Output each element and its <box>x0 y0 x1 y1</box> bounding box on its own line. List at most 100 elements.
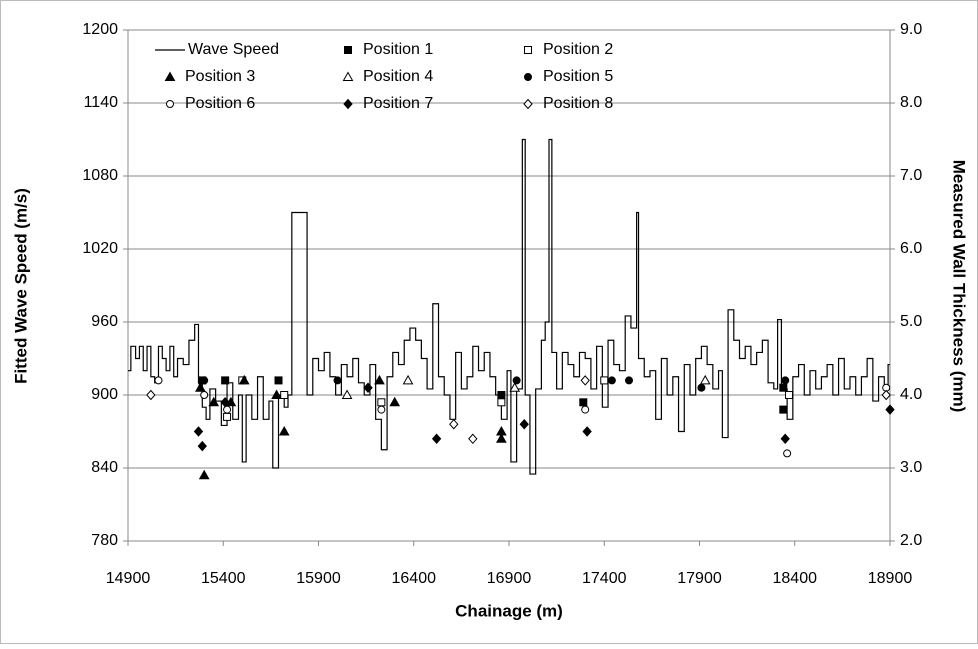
legend-label: Position 4 <box>363 68 433 85</box>
x-tick-label: 18900 <box>868 570 913 587</box>
data-point <box>785 391 794 399</box>
data-point <box>497 391 506 399</box>
data-point <box>431 433 442 445</box>
y2-axis-label: Measured Wall Thickness (mm) <box>950 160 969 413</box>
x-tick-label: 14900 <box>106 570 151 587</box>
legend-label: Wave Speed <box>188 41 279 58</box>
x-tick-label: 15900 <box>296 570 341 587</box>
legend-swatch <box>164 71 176 81</box>
data-point <box>581 405 590 414</box>
data-point <box>496 425 507 436</box>
data-point <box>496 433 507 443</box>
data-point <box>278 425 290 436</box>
data-point <box>195 382 206 392</box>
data-point <box>377 405 386 414</box>
data-point <box>783 449 792 458</box>
y2-tick-label: 5.0 <box>900 313 922 330</box>
data-point <box>519 418 529 430</box>
data-point <box>580 375 590 386</box>
legend-swatch <box>344 46 352 54</box>
data-point <box>449 418 459 430</box>
y2-tick-label: 8.0 <box>900 94 922 111</box>
data-point <box>200 376 209 385</box>
data-point <box>607 376 616 385</box>
data-point <box>280 391 289 399</box>
data-point <box>600 376 609 385</box>
data-point <box>582 426 592 437</box>
legend-swatch <box>166 100 174 108</box>
data-point <box>274 376 283 385</box>
data-point <box>220 397 230 408</box>
legend-label: Position 8 <box>543 95 613 112</box>
data-point <box>497 398 506 407</box>
y2-tick-label: 2.0 <box>900 532 922 549</box>
legend-label: Position 2 <box>543 41 613 58</box>
y-tick-label: 1140 <box>84 94 119 111</box>
x-tick-label: 16400 <box>392 570 437 587</box>
data-point <box>271 389 282 399</box>
y-axis-label: Fitted Wave Speed (m/s) <box>11 188 30 384</box>
legend-label: Position 6 <box>185 95 255 112</box>
data-point <box>363 382 373 393</box>
data-point <box>193 426 204 437</box>
legend-label: Position 7 <box>363 95 433 112</box>
data-point <box>781 376 790 385</box>
x-tick-label: 18400 <box>773 570 818 587</box>
wave-speed-line <box>128 138 890 475</box>
legend-swatch <box>524 73 532 81</box>
y-tick-label: 900 <box>91 386 118 403</box>
data-point <box>146 389 156 401</box>
legend-swatch <box>342 71 354 81</box>
data-point <box>198 469 210 480</box>
data-point <box>625 376 634 385</box>
data-point <box>221 376 230 385</box>
data-point <box>509 382 521 392</box>
y2-tick-label: 7.0 <box>900 167 922 184</box>
data-point <box>579 398 588 407</box>
data-point <box>885 404 895 415</box>
y-tick-label: 780 <box>91 532 118 549</box>
y2-tick-label: 9.0 <box>900 21 922 38</box>
data-point <box>154 376 163 385</box>
data-point <box>780 433 790 445</box>
data-point <box>200 391 209 399</box>
y-tick-label: 960 <box>91 313 118 330</box>
data-point <box>699 374 711 385</box>
legend-label: Position 3 <box>185 68 255 85</box>
y-tick-label: 1020 <box>82 240 118 257</box>
x-tick-label: 16900 <box>487 570 532 587</box>
data-point <box>389 396 401 407</box>
legend-swatch <box>343 98 353 110</box>
data-point <box>779 405 788 414</box>
x-tick-label: 15400 <box>201 570 246 587</box>
data-point <box>333 376 342 385</box>
legend-label: Position 1 <box>363 41 433 58</box>
data-point <box>468 433 478 445</box>
y2-tick-label: 6.0 <box>900 240 922 257</box>
data-point <box>223 412 232 421</box>
y-tick-label: 840 <box>91 459 118 476</box>
data-point <box>208 396 220 407</box>
data-point <box>697 383 706 392</box>
data-point <box>197 440 207 452</box>
data-point <box>341 389 353 399</box>
data-point <box>374 374 385 385</box>
legend-label: Position 5 <box>543 68 613 85</box>
data-point <box>402 374 414 385</box>
data-point <box>377 398 386 407</box>
data-point <box>238 374 250 385</box>
data-point <box>779 383 788 392</box>
data-point <box>881 389 891 401</box>
x-axis-label: Chainage (m) <box>455 601 563 620</box>
data-point <box>223 405 232 414</box>
y2-tick-label: 3.0 <box>900 459 922 476</box>
data-point <box>512 376 521 385</box>
legend-swatch <box>524 46 532 54</box>
legend-swatch <box>523 98 533 110</box>
x-tick-label: 17900 <box>677 570 722 587</box>
y-tick-label: 1080 <box>82 167 118 184</box>
y-tick-label: 1200 <box>82 21 118 38</box>
x-tick-label: 17400 <box>582 570 627 587</box>
y2-tick-label: 4.0 <box>900 386 922 403</box>
